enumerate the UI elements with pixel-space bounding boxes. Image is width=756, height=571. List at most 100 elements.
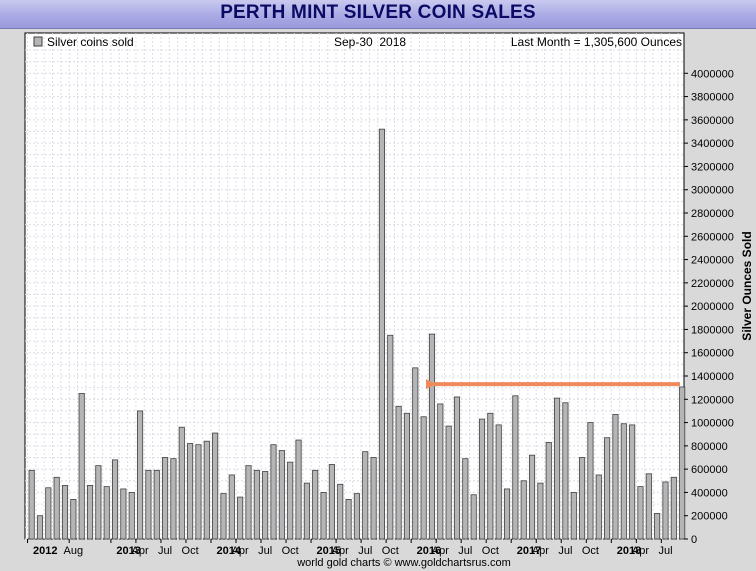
x-tick-label: Jul — [458, 545, 472, 557]
bar — [487, 412, 494, 540]
bar — [178, 426, 185, 540]
y-tick-label: 3400000 — [691, 138, 734, 150]
bar — [512, 395, 519, 540]
y-tick-label: 800000 — [691, 441, 728, 453]
x-tick-label: Apr — [432, 545, 449, 557]
bar — [187, 443, 194, 540]
x-tick-label: Oct — [182, 545, 199, 557]
bar — [470, 494, 477, 540]
bar — [45, 487, 52, 540]
bar — [645, 473, 652, 540]
bar — [295, 439, 302, 540]
bars — [28, 128, 686, 540]
bar — [654, 512, 661, 540]
bar — [453, 396, 461, 540]
bar — [370, 457, 377, 540]
x-tick-label: 2014 — [216, 545, 241, 557]
y-tick-label: 3800000 — [691, 92, 734, 104]
y-tick-label: 1400000 — [691, 371, 734, 383]
bar — [36, 515, 44, 540]
bar — [420, 416, 427, 540]
y-tick-label: 2200000 — [691, 278, 734, 290]
bar — [70, 499, 77, 540]
x-tick-label: 2017 — [517, 545, 541, 557]
bar — [604, 437, 611, 540]
bar — [262, 471, 269, 540]
date-label: Sep-30 2018 — [334, 35, 406, 49]
y-tick-label: 200000 — [691, 511, 728, 523]
y-tick-label: 1800000 — [691, 324, 734, 336]
bar — [529, 454, 536, 540]
last-month-label: Last Month = 1,305,600 Ounces — [511, 35, 682, 49]
x-tick-label: Apr — [132, 545, 149, 557]
bar — [403, 412, 410, 540]
y-tick-label: 600000 — [691, 464, 728, 476]
bar — [212, 432, 219, 540]
bar — [520, 480, 527, 540]
bar — [353, 493, 360, 540]
bar — [670, 476, 677, 540]
y-tick-label: 2800000 — [691, 208, 734, 220]
bar — [362, 451, 369, 540]
bar — [303, 482, 310, 540]
x-tick-label: 2018 — [617, 545, 641, 557]
bar — [253, 469, 260, 540]
y-tick-label: 2600000 — [691, 231, 734, 243]
bar — [78, 393, 85, 540]
bar — [145, 469, 152, 540]
bar — [328, 464, 335, 540]
bar — [287, 461, 294, 540]
bar — [103, 486, 110, 540]
x-tick-label: Jul — [658, 545, 672, 557]
y-tick-label: 3000000 — [691, 185, 734, 197]
bar — [237, 496, 244, 540]
bar — [679, 386, 686, 540]
x-tick-label: Apr — [532, 545, 549, 557]
x-tick-label: Oct — [482, 545, 499, 557]
x-tick-label: Jul — [158, 545, 172, 557]
x-tick-label: 2013 — [116, 545, 140, 557]
x-tick-label: Jul — [258, 545, 272, 557]
y-axis: 0 200000 400000 600000 800000 1000000 1200000 1… — [684, 68, 734, 546]
bar — [579, 457, 586, 540]
title-bar — [0, 0, 756, 29]
bar — [203, 440, 210, 540]
y-tick-label: 400000 — [691, 487, 728, 499]
bar — [395, 405, 402, 540]
bar — [53, 476, 60, 540]
bar — [86, 485, 94, 540]
x-tick-label: Jul — [358, 545, 372, 557]
bar — [95, 465, 102, 540]
x-tick-label: Oct — [282, 545, 299, 557]
bar — [570, 492, 577, 540]
x-tick-label: Oct — [382, 545, 399, 557]
footer-credit: world gold charts © www.goldchartsrus.co… — [296, 557, 511, 569]
bar — [378, 128, 385, 540]
x-tick-label: Apr — [632, 545, 649, 557]
bar — [245, 465, 252, 540]
bar — [320, 492, 327, 540]
bar — [61, 485, 69, 540]
y-tick-label: 4000000 — [691, 68, 734, 80]
bar — [620, 423, 627, 540]
bar — [387, 334, 394, 540]
bar — [554, 397, 561, 540]
bar — [503, 488, 511, 540]
bar — [495, 424, 502, 540]
bar — [445, 425, 452, 540]
bar — [629, 424, 636, 540]
bar — [478, 418, 486, 540]
y-axis-label: Silver Ounces Sold — [740, 231, 754, 340]
bar — [112, 459, 119, 540]
bar — [153, 469, 160, 540]
bar — [587, 422, 594, 540]
y-tick-label: 2400000 — [691, 255, 734, 267]
y-tick-label: 2000000 — [691, 301, 734, 313]
bar — [437, 403, 444, 540]
bar — [270, 444, 277, 540]
y-tick-label: 0 — [691, 534, 697, 546]
x-tick-label: Aug — [64, 545, 84, 557]
bar — [612, 414, 619, 540]
bar — [345, 499, 352, 540]
